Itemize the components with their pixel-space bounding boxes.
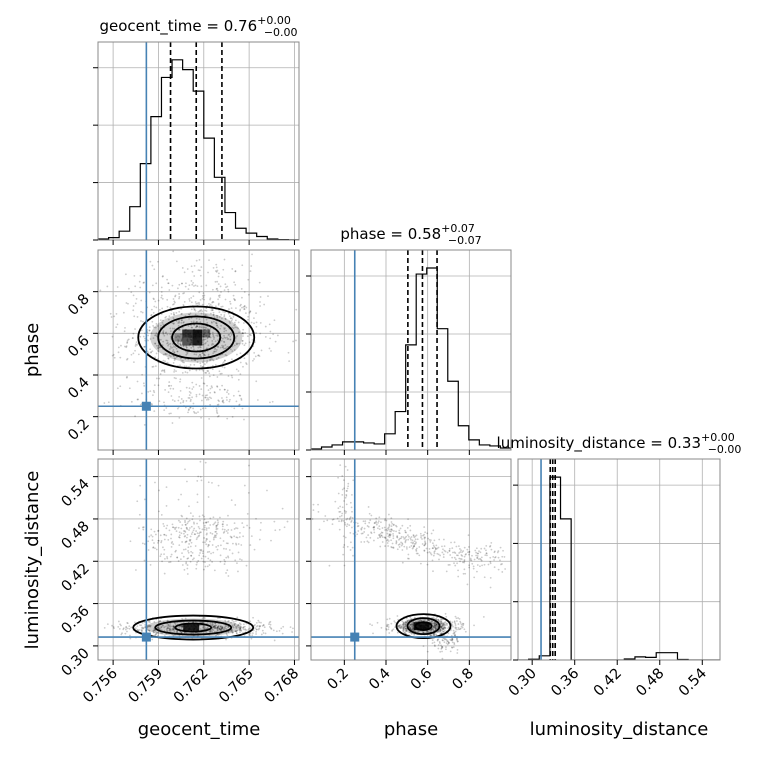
- histogram-luminosity_distance: [518, 476, 720, 660]
- x-tick-label: 0.756: [80, 666, 121, 707]
- gridlines: [518, 459, 720, 660]
- panel-title-phase: phase = 0.58+0.07 −0.07: [340, 222, 481, 247]
- x-tick-label: 0.2: [325, 666, 353, 694]
- x-axis-label-phase: phase: [384, 719, 438, 740]
- y-tick-label: 0.54: [59, 476, 93, 510]
- x-tick-label: 0.54: [676, 666, 710, 700]
- injection-marker: [350, 632, 360, 642]
- x-tick-label: 0.8: [450, 666, 478, 694]
- density-contours: [132, 614, 255, 641]
- scatter-points: [103, 460, 294, 642]
- density-contours: [395, 613, 452, 640]
- panel-frame: [310, 458, 512, 661]
- y-tick-label: 0.36: [59, 603, 93, 637]
- x-tick-label: 0.42: [591, 666, 625, 700]
- x-ticks: 0.756 0.759 0.762 0.765 0.768: [80, 660, 302, 706]
- y-tick-label: 0.48: [59, 518, 93, 552]
- x-tick-label: 0.30: [506, 666, 540, 700]
- injection-marker: [141, 401, 151, 411]
- x-axis-label-geocent-time: geocent_time: [138, 719, 261, 740]
- panel-frame: [97, 249, 300, 451]
- x-ticks: [112, 240, 295, 245]
- panel-frame: [517, 458, 721, 661]
- x-tick-label: 0.6: [408, 666, 436, 694]
- x-axis-label-luminosity-distance: luminosity_distance: [530, 719, 709, 740]
- y-tick-label: 0.30: [59, 645, 93, 679]
- gridlines: [98, 42, 299, 240]
- y-ticks: [306, 476, 311, 647]
- panel-frame: [310, 249, 512, 451]
- x-tick-label: 0.768: [262, 666, 303, 707]
- panel-frame: [97, 458, 300, 661]
- y-axis-label-phase: phase: [22, 323, 43, 377]
- x-tick-label: 0.765: [216, 666, 257, 707]
- x-tick-label: 0.759: [126, 666, 167, 707]
- y-tick-label: 0.8: [65, 291, 93, 319]
- x-ticks: [343, 450, 470, 455]
- histogram-phase: [311, 267, 511, 450]
- x-tick-label: 0.4: [366, 666, 394, 694]
- x-tick-label: 0.36: [548, 666, 582, 700]
- y-ticks: 0.2 0.4 0.6 0.8: [65, 291, 98, 444]
- x-ticks: [112, 450, 295, 455]
- gridlines: [98, 250, 299, 450]
- y-tick-label: 0.2: [65, 416, 93, 444]
- x-ticks: 0.30 0.36 0.42 0.48 0.54: [506, 660, 710, 700]
- panel-title-geocent_time: geocent_time = 0.76+0.00 −0.00: [99, 14, 297, 39]
- panel-title-luminosity_distance: luminosity_distance = 0.33+0.00 −0.00: [497, 431, 742, 456]
- y-tick-label: 0.42: [59, 561, 93, 595]
- y-ticks: 0.30 0.36 0.42 0.48 0.54: [59, 476, 98, 680]
- x-tick-label: 0.48: [633, 666, 667, 700]
- injection-marker: [141, 632, 151, 642]
- y-axis-label-luminosity-distance: luminosity_distance: [22, 471, 43, 650]
- panel-frame: [97, 41, 300, 241]
- density-contours: [137, 305, 256, 370]
- x-tick-label: 0.762: [171, 666, 212, 707]
- histogram-geocent_time: [98, 59, 299, 240]
- x-ticks: 0.2 0.4 0.6 0.8: [325, 660, 478, 694]
- y-tick-label: 0.4: [65, 375, 93, 403]
- gridlines: [311, 250, 511, 450]
- gridlines: [98, 459, 299, 660]
- y-tick-label: 0.6: [65, 333, 93, 361]
